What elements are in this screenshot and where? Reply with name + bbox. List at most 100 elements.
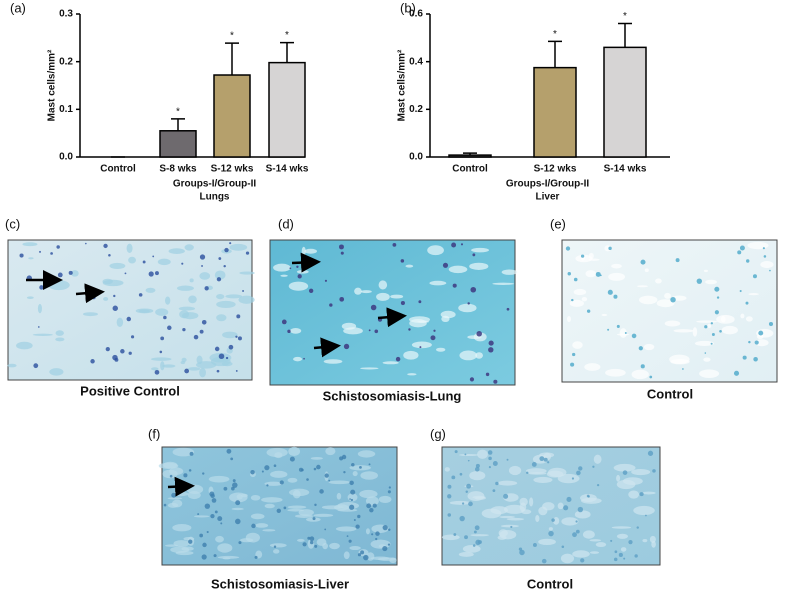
nucleus — [154, 271, 159, 276]
nucleus — [742, 355, 747, 360]
nucleus — [711, 333, 715, 336]
texture — [417, 320, 430, 323]
texture — [167, 497, 183, 500]
texture — [337, 508, 358, 512]
texture — [215, 535, 224, 543]
texture — [547, 467, 567, 477]
significance-star: * — [623, 11, 627, 22]
nucleus — [375, 531, 380, 536]
texture — [557, 473, 580, 484]
texture — [508, 465, 522, 476]
panel-label: (e) — [550, 216, 566, 231]
texture — [128, 256, 136, 264]
y-tick-label: 0.4 — [409, 56, 423, 67]
nucleus — [492, 461, 498, 466]
texture — [366, 552, 375, 561]
texture — [498, 529, 508, 537]
nucleus — [613, 557, 618, 562]
nucleus — [324, 279, 328, 282]
caption: Schistosomiasis-Lung — [323, 388, 462, 403]
nucleus — [430, 335, 436, 341]
nucleus — [230, 457, 234, 461]
nucleus — [476, 330, 482, 337]
nucleus — [238, 541, 242, 545]
texture — [390, 294, 404, 299]
texture — [595, 542, 607, 548]
texture — [436, 347, 446, 352]
texture — [255, 523, 269, 528]
texture — [382, 361, 399, 365]
nucleus — [201, 265, 203, 267]
texture — [189, 278, 194, 283]
y-axis-label: Mast cells/mm² — [397, 49, 408, 121]
nucleus — [273, 545, 277, 548]
texture — [585, 270, 596, 278]
nucleus — [539, 456, 545, 462]
nucleus — [623, 557, 626, 560]
nucleus — [214, 510, 218, 514]
texture — [721, 325, 738, 335]
texture — [359, 489, 378, 499]
texture — [593, 454, 602, 464]
texture — [150, 357, 172, 361]
texture — [360, 367, 379, 370]
texture — [619, 328, 627, 338]
nucleus — [197, 513, 200, 516]
texture — [628, 490, 640, 499]
texture — [175, 550, 194, 556]
texture — [740, 313, 745, 319]
texture — [553, 516, 560, 525]
nucleus — [68, 270, 73, 275]
texture — [162, 364, 176, 368]
nucleus — [487, 450, 493, 455]
texture — [288, 446, 301, 456]
texture — [264, 503, 275, 509]
nucleus — [319, 489, 324, 494]
texture — [357, 450, 376, 458]
nucleus — [339, 296, 345, 302]
nucleus — [254, 555, 258, 559]
texture — [370, 539, 391, 549]
error-bar — [225, 42, 239, 76]
nucleus — [675, 258, 680, 263]
texture — [506, 517, 524, 521]
nucleus — [374, 329, 379, 334]
nucleus — [324, 528, 327, 531]
texture — [239, 271, 255, 275]
texture — [561, 517, 579, 526]
nucleus — [314, 544, 318, 548]
texture — [605, 368, 626, 377]
nucleus — [306, 478, 309, 481]
nucleus — [578, 466, 583, 471]
texture — [620, 547, 627, 552]
nucleus — [758, 330, 764, 336]
texture — [264, 481, 283, 486]
bar — [533, 66, 577, 158]
texture — [462, 545, 481, 553]
texture — [270, 470, 288, 478]
texture — [352, 471, 358, 477]
x-tick-label: S-12 wks — [534, 164, 577, 175]
bar — [268, 61, 306, 158]
nucleus — [467, 302, 470, 305]
nucleus — [408, 328, 411, 331]
bar — [159, 130, 197, 158]
texture — [328, 480, 351, 485]
bar — [448, 154, 492, 158]
texture — [376, 292, 390, 301]
texture — [631, 369, 649, 380]
nucleus — [382, 546, 388, 552]
nucleus — [206, 530, 209, 534]
nucleus — [85, 242, 87, 245]
nucleus — [541, 558, 547, 564]
error-bar — [548, 40, 562, 68]
nucleus — [349, 498, 351, 500]
nucleus — [217, 516, 223, 522]
nucleus — [768, 321, 774, 327]
nucleus — [716, 296, 720, 299]
nucleus — [226, 448, 232, 454]
texture — [214, 270, 226, 280]
error-bar — [463, 152, 477, 156]
nucleus — [488, 347, 494, 353]
nucleus — [261, 470, 264, 473]
